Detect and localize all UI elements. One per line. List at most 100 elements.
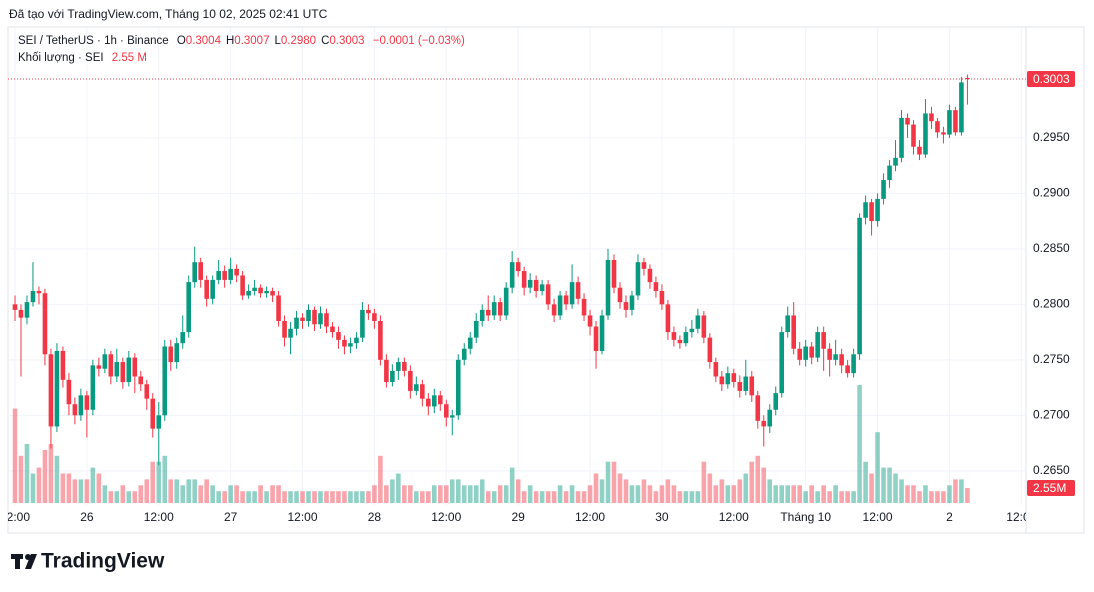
candle-body (240, 275, 245, 296)
candle-body (384, 359, 389, 383)
volume-bar (881, 467, 886, 503)
volume-bar (246, 491, 251, 503)
candle-body (635, 262, 641, 296)
candle-body (12, 304, 18, 310)
candle-body (599, 315, 605, 351)
candle-body (473, 320, 479, 338)
candle-body (420, 384, 425, 399)
candle-body (749, 376, 755, 396)
volume-bar (300, 491, 305, 503)
volume-bar (773, 485, 779, 503)
volume-bar (815, 491, 820, 503)
candle-body (653, 282, 659, 292)
volume-bar (414, 491, 419, 503)
volume-bar (479, 479, 485, 503)
volume-bar (84, 479, 90, 503)
candle-body (809, 346, 814, 358)
volume-bar (384, 485, 389, 503)
candle-body (467, 337, 473, 349)
candle-body (695, 315, 701, 329)
volume-bar (426, 491, 431, 503)
candle-body (270, 291, 275, 296)
candle-body (767, 409, 773, 427)
candle-body (845, 365, 850, 374)
candle-body (348, 343, 353, 347)
candle-body (881, 180, 886, 199)
volume-bar (833, 485, 838, 503)
volume-bar (48, 444, 54, 503)
volume-bar (72, 479, 78, 503)
candle-body (581, 298, 587, 316)
ohlc-key: O (176, 35, 186, 47)
volume-bar (521, 491, 527, 503)
x-tick-label: 12:00 (575, 510, 605, 524)
candle-body (965, 77, 970, 80)
candle-body (324, 313, 329, 327)
candle-body (372, 313, 377, 321)
volume-bar (539, 491, 545, 503)
candle-body (737, 382, 743, 391)
last-price-tag (1027, 71, 1075, 88)
volume-bar (497, 485, 503, 503)
volume-bar (198, 485, 203, 503)
volume-bar (348, 491, 353, 503)
candle-body (839, 354, 844, 366)
candle-body (617, 287, 623, 303)
volume-bar (869, 473, 874, 503)
candle-body (725, 373, 731, 385)
ohlc-key: H (225, 35, 235, 47)
volume-bar (671, 485, 677, 503)
volume-bar (965, 487, 970, 503)
volume-bar (761, 467, 767, 503)
volume-bar (863, 461, 868, 503)
volume-bar (707, 473, 713, 503)
volume-bar (737, 479, 743, 503)
candle-body (821, 332, 826, 349)
candle-body (539, 284, 545, 292)
volume-bar (390, 479, 395, 503)
candle-body (414, 384, 419, 391)
volume-bar (372, 485, 377, 503)
volume-bar (354, 491, 359, 503)
candle-body (833, 354, 838, 360)
volume-bar (689, 491, 695, 503)
volume-bar (851, 491, 856, 503)
candle-body (551, 304, 557, 316)
candle-body (503, 287, 509, 316)
volume-bar (18, 455, 24, 503)
candle-body (72, 404, 78, 416)
candle-body (24, 302, 30, 318)
volume-bar (60, 473, 66, 503)
x-tick-label: 27 (224, 510, 238, 524)
candle-body (396, 362, 401, 371)
volume-pane (12, 385, 970, 503)
volume-bar (144, 479, 150, 503)
volume-value: 2.55 M (111, 52, 147, 64)
ohlc-key: L (274, 35, 281, 47)
candle-body (647, 268, 653, 283)
volume-bar (929, 491, 934, 503)
volume-title: Khối lượng · SEI (18, 52, 104, 64)
volume-bar (605, 461, 611, 503)
volume-bar (366, 491, 371, 503)
volume-bar (192, 479, 197, 503)
candle-body (264, 291, 269, 294)
candle-body (827, 348, 832, 360)
caption: Đã tạo với TradingView.com, Tháng 10 02,… (9, 7, 328, 21)
volume-bar (402, 485, 407, 503)
volume-bar (659, 485, 665, 503)
volume-bar (563, 491, 569, 503)
volume-bar (12, 408, 18, 503)
candle-body (575, 282, 581, 299)
candle-body (497, 302, 503, 316)
y-tick-label: 0.2950 (1033, 130, 1070, 144)
x-tick-label: 26 (80, 510, 94, 524)
candle-body (432, 395, 437, 407)
volume-bar (533, 491, 539, 503)
axes: 0.2650 0.2700 0.2750 0.2800 0.2850 0.2900 0.29… (8, 71, 1075, 524)
candle-body (641, 262, 647, 269)
volume-bar (264, 491, 269, 503)
volume-bar (228, 485, 233, 503)
candle-body (312, 309, 317, 325)
volume-bar (641, 479, 647, 503)
